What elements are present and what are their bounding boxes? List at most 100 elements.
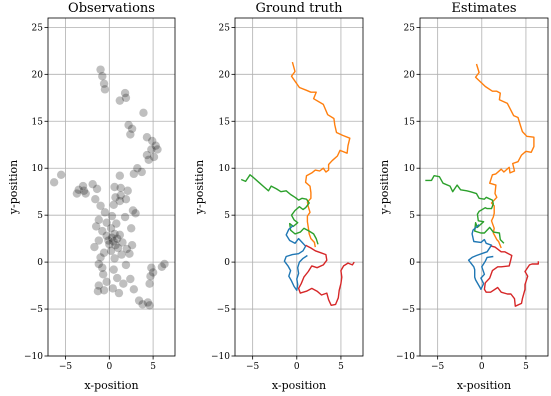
observation-point: [102, 277, 111, 287]
data-marks: [240, 61, 355, 306]
x-tick-label: 5: [523, 362, 529, 372]
observation-point: [98, 72, 107, 81]
observation-point: [102, 231, 111, 241]
panel-ground-truth: Ground truth −5 0 5 −10 −5 0 5 10 15 20 25 x-posit…: [193, 1, 364, 392]
observation-point: [109, 265, 118, 274]
observation-point: [88, 179, 97, 189]
trajectory-line: [290, 61, 351, 248]
observation-point: [92, 184, 102, 194]
trajectory-line: [474, 63, 535, 249]
data-marks: [425, 63, 539, 307]
observation-point: [121, 93, 131, 103]
observation-point: [160, 259, 169, 269]
observation-point: [118, 238, 127, 247]
observation-point: [148, 136, 157, 146]
observation-point: [121, 195, 131, 204]
observation-point: [104, 236, 113, 245]
x-tick-label: 5: [338, 362, 344, 372]
observation-point: [99, 79, 109, 88]
observation-point: [121, 260, 131, 270]
y-tick-label: −5: [217, 305, 231, 315]
observation-point: [96, 201, 105, 210]
observation-point: [123, 186, 132, 195]
trajectory-line: [240, 174, 319, 245]
x-tick-label: 0: [294, 362, 300, 372]
observation-point: [115, 96, 125, 105]
observation-point: [137, 167, 146, 177]
observation-point: [100, 85, 110, 94]
observation-point: [94, 215, 104, 225]
observation-point: [94, 259, 104, 269]
y-tick-label: 5: [409, 211, 415, 221]
observation-point: [120, 88, 130, 98]
observation-point: [72, 189, 82, 198]
observation-point: [112, 234, 122, 243]
observation-point: [91, 222, 101, 231]
observation-point: [116, 191, 125, 200]
panel-observations: Observations −5 0 5 −10 −5 0 5 10 15 20 25 x-posit…: [7, 1, 176, 392]
y-tick-label: 15: [219, 117, 231, 127]
observation-point: [125, 249, 134, 258]
observation-point: [109, 237, 118, 246]
y-tick-label: 10: [219, 164, 231, 174]
x-tick-label: −5: [431, 362, 445, 372]
observation-point: [81, 189, 90, 198]
observation-point: [145, 279, 154, 288]
observation-point: [100, 208, 110, 217]
trajectory-line: [297, 244, 355, 306]
observation-point: [99, 248, 109, 257]
observation-point: [49, 178, 59, 187]
y-tick-label: 25: [404, 23, 416, 33]
observation-point: [128, 206, 138, 215]
observation-point: [143, 298, 153, 307]
y-tick-label: 10: [404, 164, 416, 174]
observation-point: [94, 236, 104, 245]
plot-frame: [419, 17, 549, 357]
y-tick-label: −10: [211, 352, 230, 362]
trajectory-line: [483, 245, 539, 307]
y-tick-label: −10: [24, 352, 43, 362]
observation-point: [157, 262, 167, 272]
observation-point: [112, 219, 121, 228]
y-tick-label: 15: [32, 117, 44, 127]
observation-point: [120, 212, 130, 222]
x-tick-label: 0: [479, 362, 485, 372]
y-axis-label: y-position: [193, 160, 206, 215]
observation-point: [149, 152, 159, 162]
trajectory-line: [425, 175, 505, 244]
observation-point: [79, 186, 89, 195]
observation-point: [115, 196, 125, 206]
observation-point: [111, 193, 120, 202]
observation-point: [138, 300, 147, 309]
y-tick-label: 0: [409, 258, 415, 268]
observation-point: [119, 279, 128, 288]
observation-point: [151, 141, 160, 150]
observation-point: [131, 209, 140, 218]
observation-point: [56, 170, 66, 179]
observation-point: [93, 287, 103, 296]
grid: [420, 18, 548, 357]
observation-point: [94, 281, 104, 290]
plot-frame: [234, 17, 364, 357]
observation-point: [98, 270, 108, 279]
observation-point: [133, 164, 142, 173]
observation-point: [117, 250, 126, 259]
y-tick-label: 25: [219, 23, 231, 33]
observation-point: [114, 288, 124, 298]
observation-point: [115, 230, 125, 240]
panel-estimates: Estimates −5 0 5 −10 −5 0 5 10 15 20 25 x-position…: [378, 1, 549, 392]
observation-point: [111, 241, 120, 250]
x-tick-label: 5: [150, 362, 156, 372]
trajectory-line: [467, 224, 494, 290]
x-axis-label: x-position: [272, 379, 326, 392]
y-tick-label: 0: [37, 258, 43, 268]
observation-point: [126, 274, 135, 284]
y-tick-label: 20: [32, 70, 44, 80]
x-tick-label: −5: [246, 362, 260, 372]
observation-point: [90, 242, 99, 252]
observation-point: [146, 271, 155, 281]
observation-point: [106, 246, 116, 256]
observation-point: [124, 120, 133, 130]
observation-point: [115, 171, 125, 180]
observation-point: [142, 133, 152, 142]
